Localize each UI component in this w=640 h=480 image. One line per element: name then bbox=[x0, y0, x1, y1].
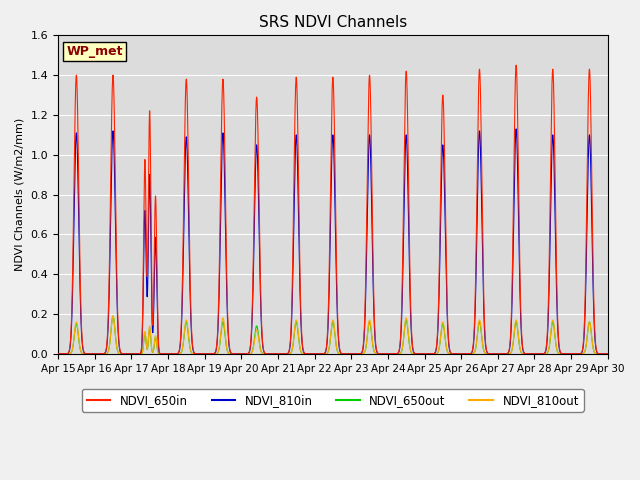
Y-axis label: NDVI Channels (W/m2/mm): NDVI Channels (W/m2/mm) bbox=[15, 118, 25, 271]
Legend: NDVI_650in, NDVI_810in, NDVI_650out, NDVI_810out: NDVI_650in, NDVI_810in, NDVI_650out, NDV… bbox=[82, 389, 584, 411]
Title: SRS NDVI Channels: SRS NDVI Channels bbox=[259, 15, 407, 30]
Text: WP_met: WP_met bbox=[67, 45, 123, 58]
